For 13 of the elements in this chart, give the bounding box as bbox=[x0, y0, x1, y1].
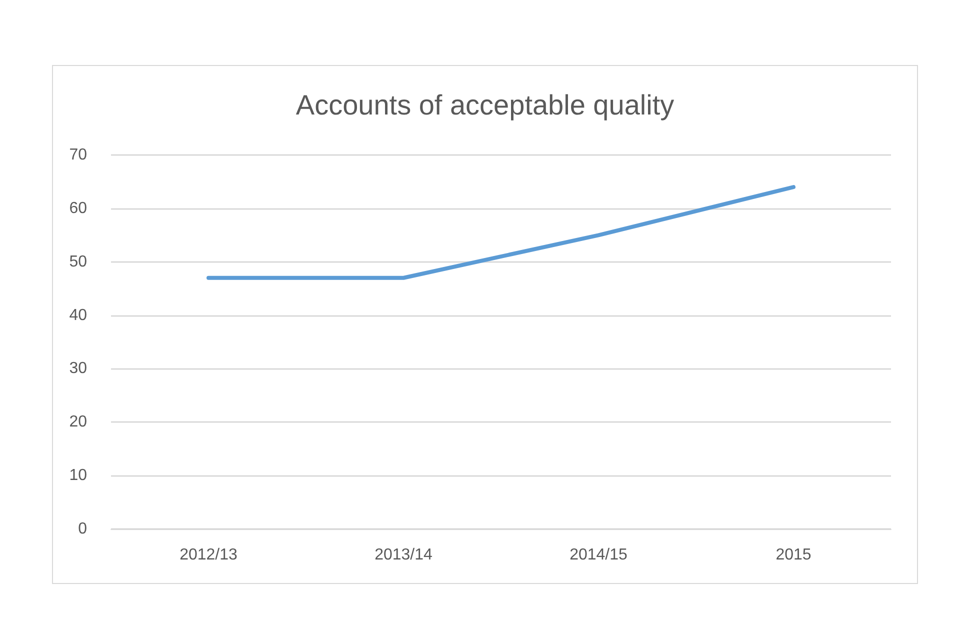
y-tick-label: 10 bbox=[69, 467, 88, 484]
x-tick-label: 2015 bbox=[776, 546, 812, 564]
y-tick-label: 60 bbox=[69, 200, 88, 217]
y-tick-label: 0 bbox=[78, 520, 88, 538]
x-tick-label: 2013/14 bbox=[374, 546, 433, 564]
y-tick-label: 20 bbox=[69, 414, 88, 431]
y-tick-label: 40 bbox=[69, 306, 88, 324]
chart-title: Accounts of acceptable quality bbox=[296, 90, 674, 120]
y-tick-label: 30 bbox=[69, 360, 88, 378]
x-tick-label: 2012/13 bbox=[180, 546, 238, 564]
y-tick-label: 70 bbox=[69, 146, 88, 164]
y-tick-label: 50 bbox=[69, 253, 88, 270]
x-tick-label: 2014/15 bbox=[570, 546, 628, 564]
